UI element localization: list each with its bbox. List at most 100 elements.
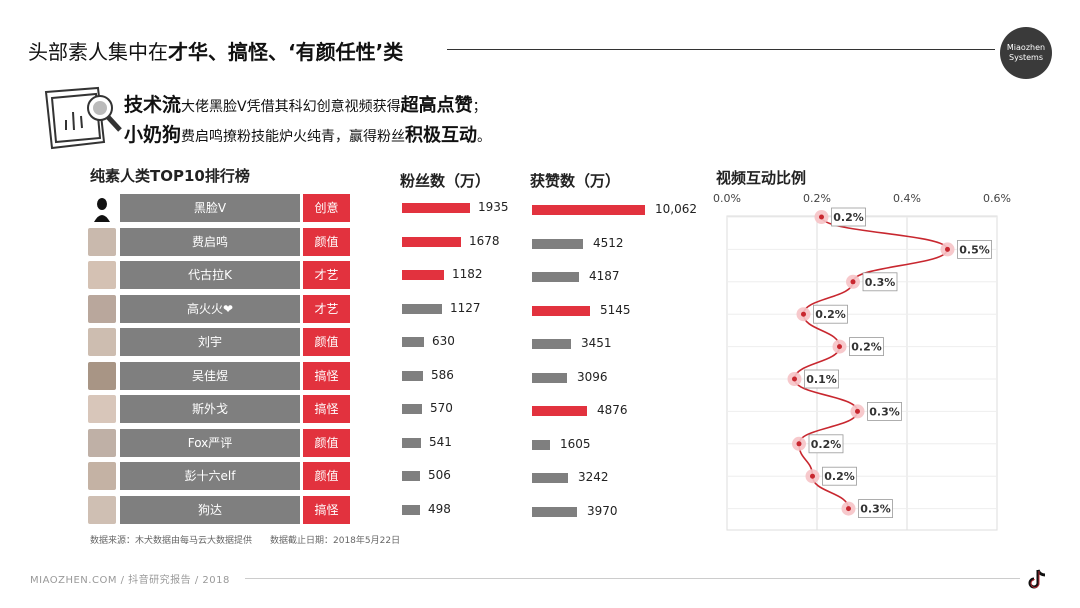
interaction-point <box>792 376 797 382</box>
streamer-name: 代古拉K <box>120 261 300 289</box>
data-label-box <box>822 466 857 486</box>
interaction-point <box>846 506 851 512</box>
likes-value: 10,062 <box>655 202 697 216</box>
fans-value: 570 <box>430 401 453 415</box>
miaozhen-logo: Miaozhen Systems <box>1000 27 1052 79</box>
category-tag: 创意 <box>303 194 350 222</box>
table-row: 彭十六elf 颜值 <box>88 462 350 490</box>
data-label-box <box>804 369 839 389</box>
likes-value: 3242 <box>578 470 609 484</box>
fans-bar <box>402 404 422 414</box>
streamer-name: 高火火❤ <box>120 295 300 323</box>
report-chart-icon <box>44 86 122 150</box>
likes-value: 3451 <box>581 336 612 350</box>
avatar <box>88 395 116 423</box>
interaction-point <box>837 344 842 350</box>
data-label: 0.3% <box>869 405 900 418</box>
table-row: 费启鸣 颜值 <box>88 228 350 256</box>
category-tag: 颜值 <box>303 462 350 490</box>
data-label: 0.2% <box>824 470 855 483</box>
category-tag: 颜值 <box>303 429 350 457</box>
highlight-1-end: ； <box>472 99 487 115</box>
avatar <box>88 462 116 490</box>
table-row: 黑脸V 创意 <box>88 194 350 222</box>
likes-value: 4876 <box>597 403 628 417</box>
interaction-point <box>945 246 950 252</box>
interaction-title: 视频互动比例 <box>716 169 807 187</box>
footer-divider <box>245 578 1020 579</box>
table-row: 吴佳煜 搞怪 <box>88 362 350 390</box>
likes-value: 4512 <box>593 236 624 250</box>
interaction-point <box>819 214 824 220</box>
interaction-chart: 0.0% 0.2% 0.4% 0.6%0.2%0.5%0.3%0.2%0.2%0.1%… <box>713 192 1011 531</box>
likes-value: 4187 <box>589 269 620 283</box>
likes-bar <box>532 272 579 282</box>
data-label-box <box>858 499 893 519</box>
avatar <box>88 295 116 323</box>
fans-bar <box>402 438 421 448</box>
likes-bar <box>532 473 568 483</box>
category-tag: 搞怪 <box>303 395 350 423</box>
data-label-box <box>831 207 866 227</box>
data-label: 0.2% <box>851 341 882 354</box>
fans-value: 1127 <box>450 301 481 315</box>
fans-bar <box>402 270 444 280</box>
ranking-title: 纯素人类TOP10排行榜 <box>90 167 250 185</box>
table-row: 高火火❤ 才艺 <box>88 295 350 323</box>
likes-value: 5145 <box>600 303 631 317</box>
fans-value: 630 <box>432 334 455 348</box>
highlight-2-emphasis: 积极互动 <box>405 125 478 146</box>
data-label-box <box>957 240 992 259</box>
data-label-box <box>808 434 844 454</box>
avatar <box>88 228 116 256</box>
logo-line1: Miaozhen <box>1006 43 1046 52</box>
interaction-point <box>855 408 860 414</box>
data-label: 0.2% <box>815 308 846 321</box>
footer-date: 数据截止日期：2018年5月22日 <box>270 536 401 546</box>
fans-value: 586 <box>431 368 454 382</box>
likes-bar <box>532 373 567 383</box>
fans-value: 1935 <box>478 200 509 214</box>
streamer-name: 刘宇 <box>120 328 300 356</box>
streamer-name: Fox严评 <box>120 429 300 457</box>
highlight-1-text: 大佬黑脸V凭借其科幻创意视频获得 <box>181 99 401 115</box>
category-tag: 才艺 <box>303 261 350 289</box>
data-label-box <box>849 337 884 357</box>
fans-value: 1678 <box>469 234 500 248</box>
fans-value: 541 <box>429 435 452 449</box>
data-label: 0.1% <box>806 373 837 386</box>
streamer-name: 斯外戈 <box>120 395 300 423</box>
likes-bar <box>532 205 645 215</box>
table-row: Fox严评 颜值 <box>88 429 350 457</box>
page-title: 头部素人集中在才华、搞怪、‘有颜任性’类 <box>28 36 403 65</box>
likes-value: 1605 <box>560 437 591 451</box>
category-tag: 搞怪 <box>303 362 350 390</box>
fans-bar <box>402 203 470 213</box>
data-label: 0.2% <box>833 211 864 224</box>
likes-title: 获赞数（万） <box>530 172 621 190</box>
x-tick-label: 0.2% <box>803 192 831 205</box>
likes-value: 3970 <box>587 504 618 518</box>
plot-frame <box>726 215 998 531</box>
fans-bar <box>402 337 424 347</box>
interaction-point <box>796 441 802 447</box>
fans-bar <box>402 237 461 247</box>
data-label-box <box>862 272 898 292</box>
fans-value: 506 <box>428 468 451 482</box>
fans-bar <box>402 371 423 381</box>
fans-bar <box>402 471 420 481</box>
highlight-line-2: 小奶狗费启鸣撩粉技能炉火纯青，赢得粉丝积极互动。 <box>124 120 491 147</box>
streamer-name: 吴佳煜 <box>120 362 300 390</box>
category-tag: 颜值 <box>303 228 350 256</box>
fans-title: 粉丝数（万） <box>400 172 491 190</box>
category-tag: 搞怪 <box>303 496 350 524</box>
streamer-name: 狗达 <box>120 496 300 524</box>
data-label: 0.2% <box>811 438 842 451</box>
streamer-name: 黑脸V <box>120 194 300 222</box>
highlight-1-label: 技术流 <box>124 94 182 116</box>
highlight-1-emphasis: 超高点赞 <box>400 95 473 116</box>
x-tick-label: 0.0% <box>713 192 741 205</box>
fans-bar <box>402 505 420 515</box>
streamer-name: 彭十六elf <box>120 462 300 490</box>
fans-bar <box>402 304 442 314</box>
